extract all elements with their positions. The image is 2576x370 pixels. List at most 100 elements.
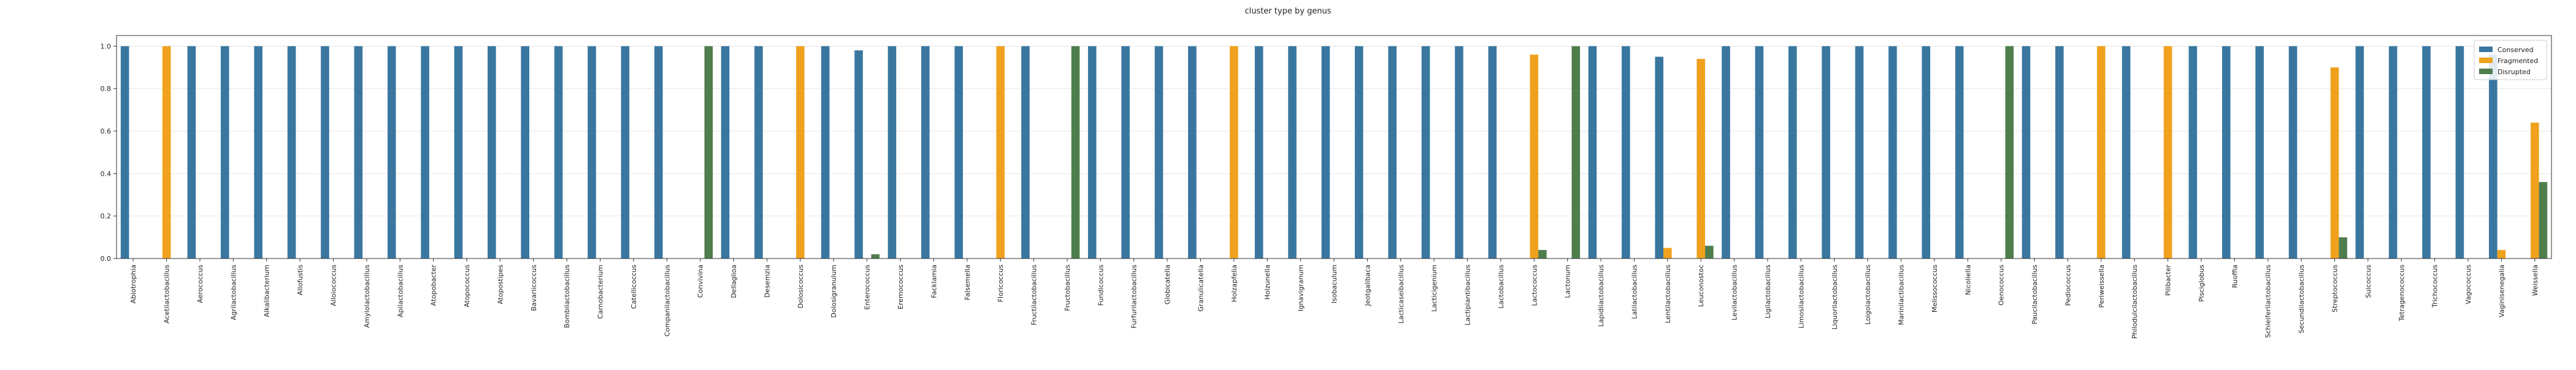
- x-tick-label: Dellaglioa: [730, 265, 738, 298]
- x-tick-label: Marinilactibacillus: [1898, 265, 1906, 325]
- bar-disrupted: [2539, 182, 2548, 259]
- bar-fragmented: [1530, 55, 1539, 259]
- x-tick-label: Vagococcus: [2464, 265, 2472, 304]
- x-tick-label: Apilactobacillus: [396, 265, 404, 317]
- x-tick-label: Lactobacillus: [1497, 265, 1505, 309]
- x-tick-label: Lacticaseibacillus: [1397, 265, 1405, 324]
- x-tick-label: Floricoccus: [997, 265, 1005, 303]
- bar-fragmented: [2531, 123, 2539, 259]
- bar-conserved: [1154, 46, 1163, 259]
- bar-fragmented: [162, 46, 171, 259]
- x-tick-label: Atopostipes: [496, 265, 504, 304]
- bar-fragmented: [2163, 46, 2172, 259]
- x-tick-label: Catellicoccus: [630, 265, 638, 309]
- bar-fragmented: [996, 46, 1005, 259]
- bar-conserved: [1588, 46, 1597, 259]
- x-tick-label: Carnobacterium: [597, 265, 605, 319]
- bar-conserved: [1087, 46, 1097, 259]
- bar-fragmented: [1230, 46, 1238, 259]
- x-tick-label: Lentilactobacillus: [1664, 265, 1672, 323]
- bar-conserved: [754, 46, 763, 259]
- bar-conserved: [921, 46, 930, 259]
- chart-title: cluster type by genus: [1244, 7, 1331, 16]
- x-tick-label: Lactococcus: [1530, 265, 1538, 306]
- bar-conserved: [1755, 46, 1764, 259]
- bar-conserved: [1388, 46, 1397, 259]
- bar-conserved: [1021, 46, 1030, 259]
- bar-conserved: [2055, 46, 2064, 259]
- x-tick-label: Schleiferilactobacillus: [2264, 265, 2272, 338]
- plot-frame: [116, 35, 2552, 259]
- x-tick-label: Levilactobacillus: [1731, 265, 1739, 320]
- x-tick-label: Philodulcilactobacillus: [2131, 265, 2139, 339]
- bar-conserved: [954, 46, 963, 259]
- x-tick-label: Nicoliella: [1964, 265, 1972, 295]
- x-tick-label: Liquorilactobacillus: [1831, 265, 1839, 330]
- bar-conserved: [1254, 46, 1263, 259]
- bar-conserved: [2388, 46, 2398, 259]
- x-tick-label: Pisciglobus: [2198, 265, 2206, 302]
- x-tick-label: Isobaculum: [1330, 265, 1338, 303]
- bar-conserved: [321, 46, 329, 259]
- bar-conserved: [821, 46, 830, 259]
- x-tick-label: Convivina: [697, 265, 705, 298]
- y-tick-label: 0.4: [101, 170, 112, 178]
- bar-conserved: [1354, 46, 1363, 259]
- bar-conserved: [1955, 46, 1964, 259]
- bar-conserved: [187, 46, 196, 259]
- bar-conserved: [854, 50, 863, 259]
- x-tick-label: Ruoffia: [2231, 265, 2239, 288]
- bar-conserved: [654, 46, 663, 259]
- bar-disrupted: [1071, 46, 1080, 259]
- bar-conserved: [1855, 46, 1864, 259]
- x-tick-label: Eremococcus: [897, 265, 905, 309]
- x-tick-label: Pilibacter: [2164, 265, 2172, 296]
- x-tick-label: Weissella: [2531, 265, 2539, 296]
- bar-conserved: [621, 46, 630, 259]
- bar-conserved: [421, 46, 429, 259]
- x-tick-label: Agrilactobacillus: [229, 265, 237, 320]
- legend-label: Conserved: [2497, 46, 2534, 54]
- axis-layer: 0.0 0.2 0.4 0.6 0.8 1.0 Abiotrophia Acetilactob…: [101, 35, 2552, 339]
- y-tick-label: 0.8: [101, 85, 112, 93]
- bar-conserved: [1922, 46, 1931, 259]
- x-tick-label: Trichococcus: [2431, 265, 2439, 308]
- bars-layer: [120, 46, 2548, 259]
- y-tick-label: 0.2: [101, 213, 112, 221]
- x-tick-label: Lactonum: [1564, 265, 1572, 298]
- bar-conserved: [1455, 46, 1463, 259]
- x-tick-label: Pediococcus: [2064, 265, 2072, 306]
- bar-conserved: [220, 46, 229, 259]
- bar-fragmented: [2097, 46, 2106, 259]
- bar-disrupted: [704, 46, 713, 259]
- x-tick-label: Periweissella: [2098, 265, 2106, 308]
- x-tick-label: Limosilactobacillus: [1797, 265, 1805, 328]
- legend-swatch: [2479, 47, 2493, 52]
- x-tick-label: Jeotgalibaca: [1363, 265, 1371, 306]
- bar-conserved: [1488, 46, 1497, 259]
- bar-conserved: [588, 46, 596, 259]
- x-tick-label: Suicoccus: [2364, 265, 2372, 298]
- bar-conserved: [1722, 46, 1730, 259]
- bar-disrupted: [2339, 237, 2347, 259]
- x-tick-label: Fundicoccus: [1097, 265, 1105, 306]
- bar-conserved: [1288, 46, 1297, 259]
- x-tick-label: Globicatella: [1163, 265, 1171, 304]
- x-tick-label: Desemzia: [763, 265, 771, 298]
- bar-conserved: [887, 46, 897, 259]
- x-tick-label: Abiotrophia: [129, 265, 137, 303]
- x-tick-label: Aerococcus: [196, 265, 204, 303]
- x-tick-label: Fructobacillus: [1064, 265, 1071, 311]
- legend-label: Disrupted: [2497, 68, 2531, 76]
- bar-conserved: [1121, 46, 1130, 259]
- x-tick-label: Furfurilactobacillus: [1130, 265, 1138, 328]
- legend-swatch: [2479, 69, 2493, 74]
- x-tick-label: Leuconostoc: [1697, 265, 1705, 307]
- x-tick-label: Lacticigenium: [1430, 265, 1438, 312]
- x-tick-label: Lapidilactobacillus: [1597, 265, 1605, 327]
- x-tick-label: Atopobacter: [430, 265, 438, 306]
- x-tick-label: Paucilactobacillus: [2031, 265, 2039, 325]
- x-tick-label: Atopococcus: [463, 265, 471, 308]
- bar-conserved: [1788, 46, 1797, 259]
- x-tick-label: Dolosicoccus: [797, 265, 805, 309]
